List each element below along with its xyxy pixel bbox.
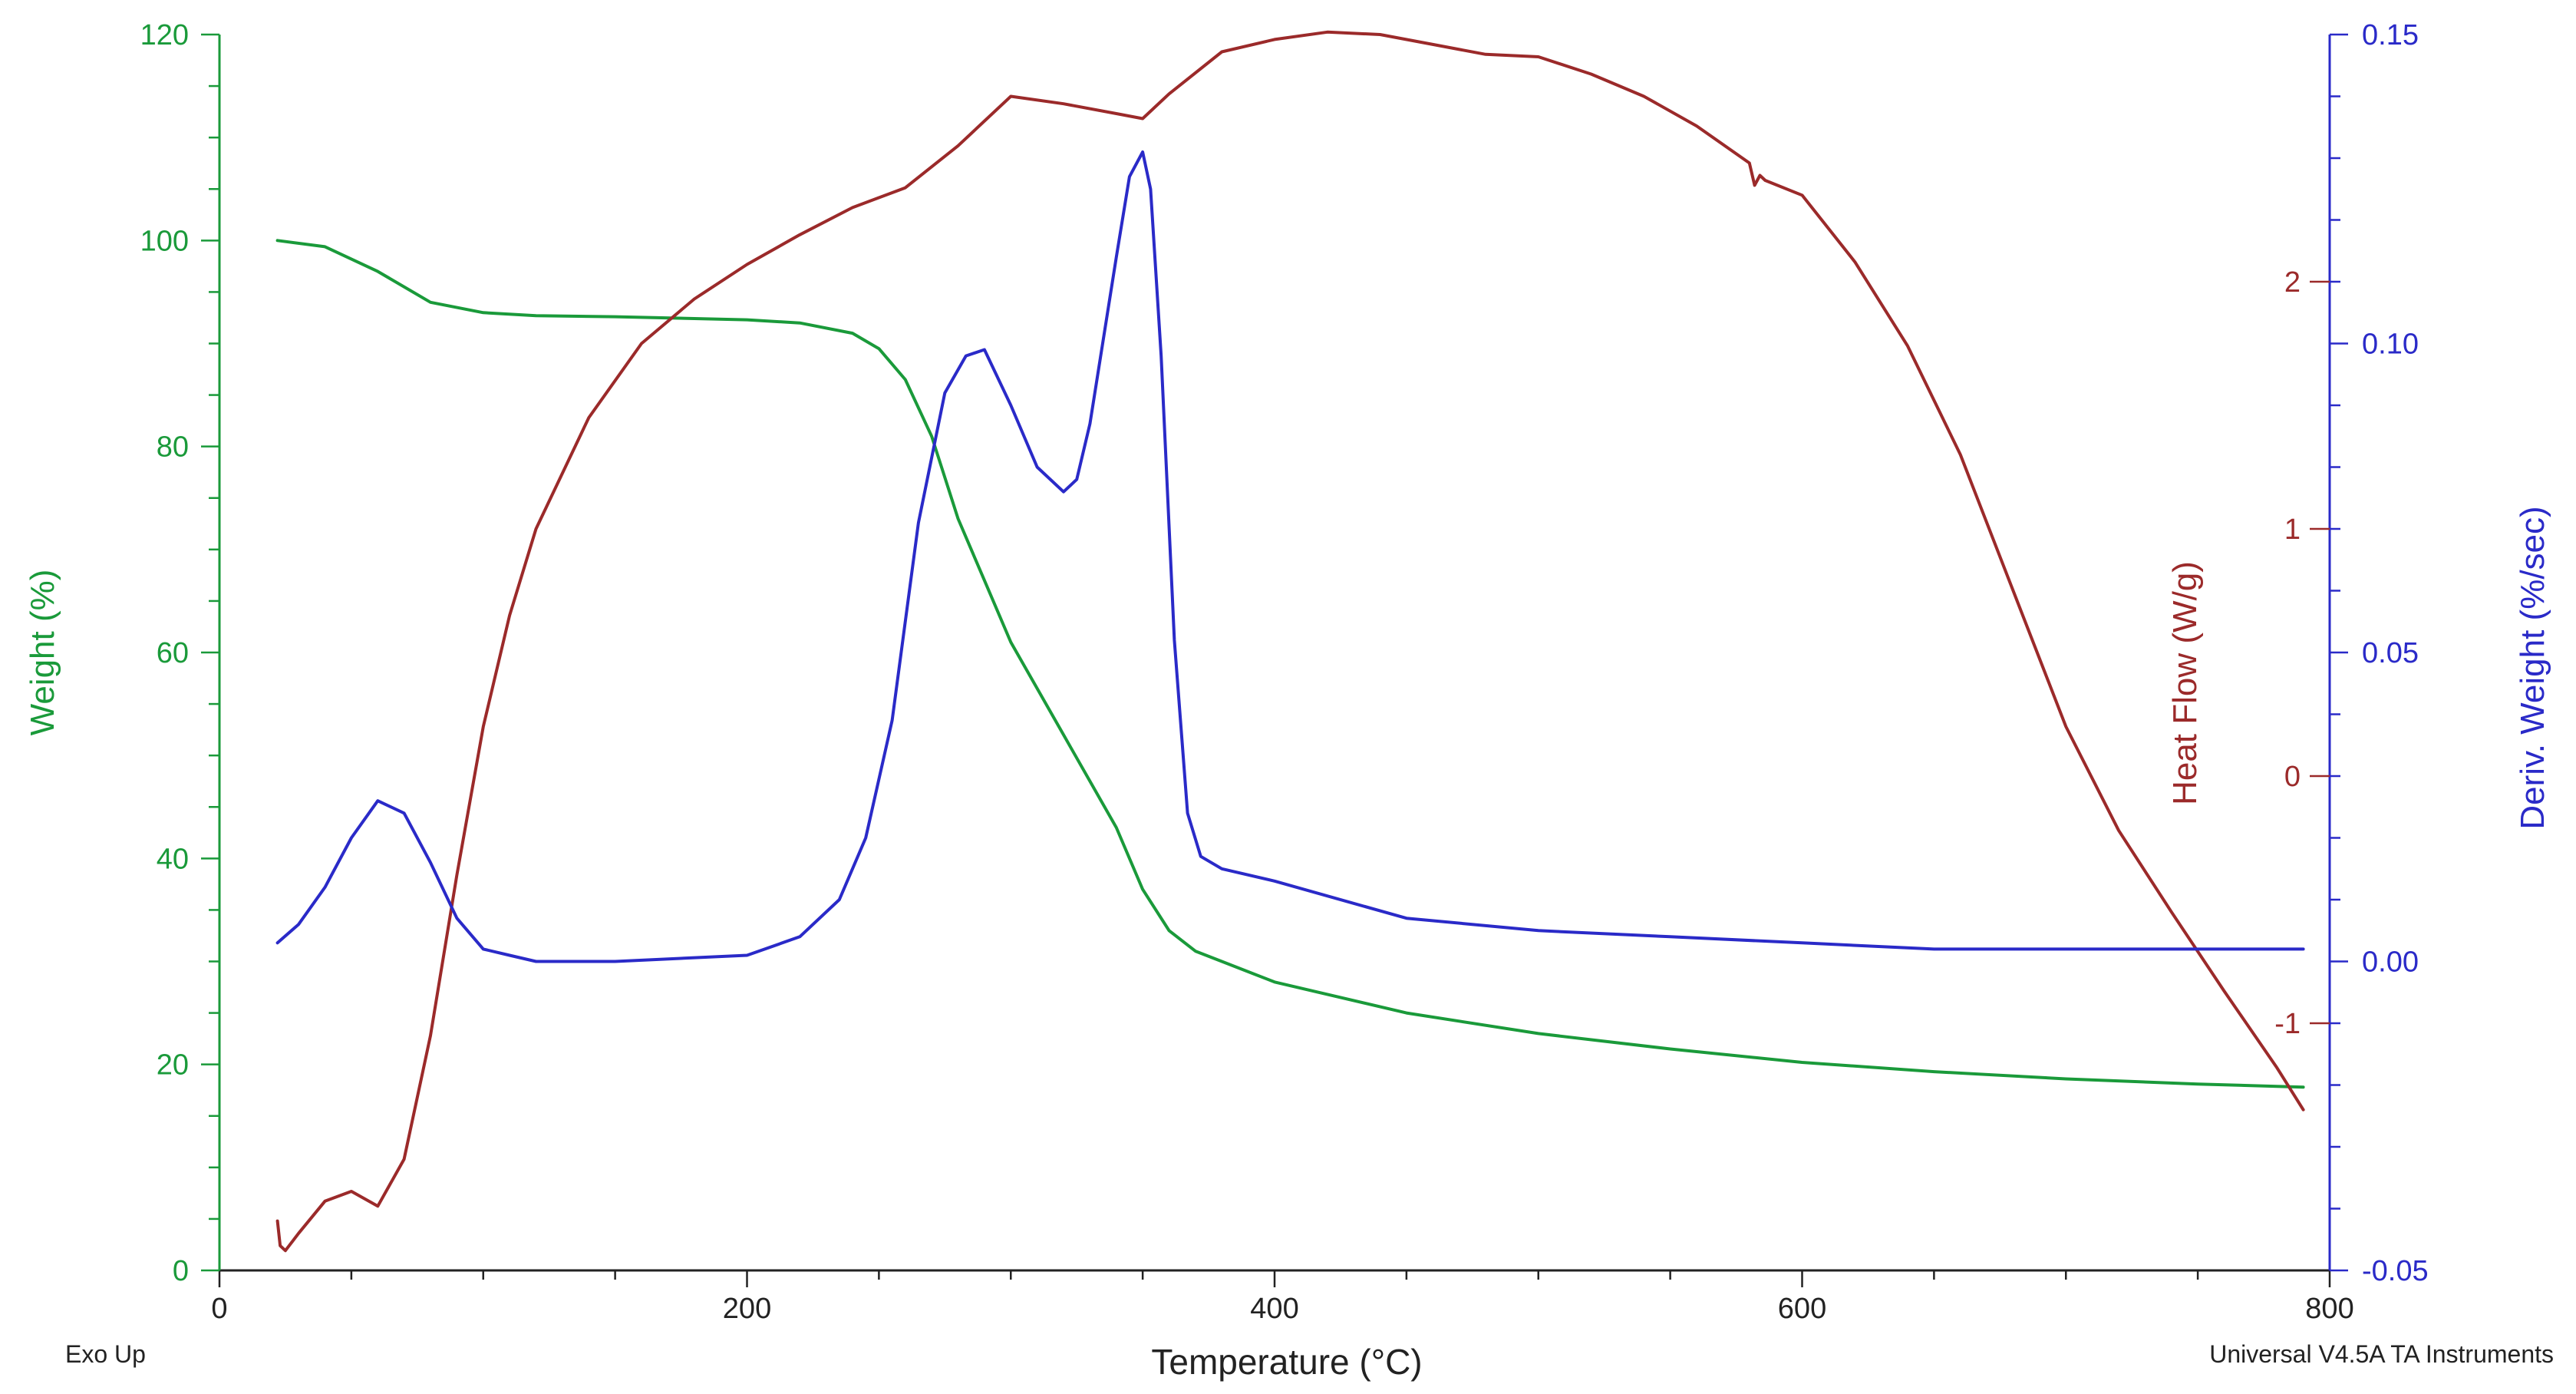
heat-flow-tick-label: 2 [2284,266,2301,299]
weight-tick-label: 100 [140,225,189,257]
axes-group: 0 200 400 600 800020406080100120-0.050.000.0… [140,19,2429,1325]
weight-tick-label: 20 [157,1049,189,1082]
weight-tick-label: 40 [157,843,189,875]
weight-tick-label: 60 [157,637,189,669]
heat-flow-series-line [275,30,2305,1253]
deriv-tick-label: -0.05 [2362,1255,2429,1287]
labels-group: Temperature (°C) Weight (%) Heat Flow (W… [24,506,2554,1382]
instrument-note: Universal V4.5A TA Instruments [2209,1340,2554,1368]
x-tick-label: 800 [2305,1293,2353,1325]
deriv-series-line [275,150,2305,963]
deriv-tick-label: 0.00 [2362,946,2419,979]
x-tick-label: 0 [211,1293,227,1325]
weight-tick-label: 80 [157,431,189,464]
deriv-axis-title: Deriv. Weight (%/sec) [2514,506,2551,829]
weight-tick-label: 120 [140,19,189,51]
heat-flow-tick-label: 0 [2284,761,2301,793]
heat-flow-axis-title: Heat Flow (W/g) [2166,561,2204,805]
deriv-tick-label: 0.15 [2362,19,2419,51]
heat-flow-tick-label: -1 [2274,1008,2301,1040]
weight-axis-title: Weight (%) [24,570,61,736]
x-tick-label: 600 [1778,1293,1826,1325]
deriv-tick-label: 0.10 [2362,329,2419,361]
weight-tick-label: 0 [173,1255,189,1287]
series-group [275,30,2305,1253]
deriv-tick-label: 0.05 [2362,637,2419,669]
x-axis-title: Temperature (°C) [1151,1342,1422,1382]
exo-up-note: Exo Up [65,1340,146,1368]
heat-flow-tick-label: 1 [2284,514,2301,546]
weight-series-line [275,239,2305,1089]
x-tick-label: 200 [723,1293,771,1325]
x-tick-label: 400 [1250,1293,1298,1325]
